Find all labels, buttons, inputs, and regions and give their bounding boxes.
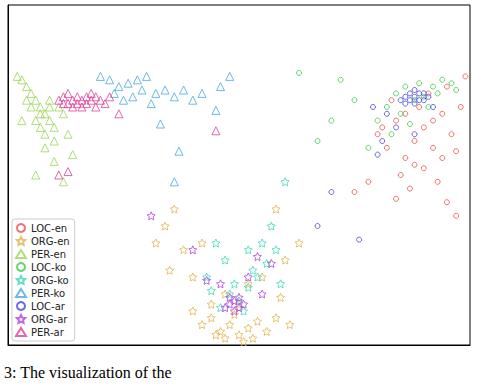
svg-text:ORG-en: ORG-en: [31, 236, 70, 247]
svg-text:PER-ar: PER-ar: [31, 327, 65, 338]
svg-text:LOC-en: LOC-en: [31, 223, 67, 234]
svg-text:PER-ko: PER-ko: [31, 288, 65, 299]
svg-text:LOC-ko: LOC-ko: [31, 262, 66, 273]
svg-text:LOC-ar: LOC-ar: [31, 301, 66, 312]
svg-text:ORG-ar: ORG-ar: [31, 314, 68, 325]
svg-text:3: The visualization of the: 3: The visualization of the: [4, 364, 172, 381]
svg-text:ORG-ko: ORG-ko: [31, 275, 69, 286]
svg-text:PER-en: PER-en: [31, 249, 66, 260]
